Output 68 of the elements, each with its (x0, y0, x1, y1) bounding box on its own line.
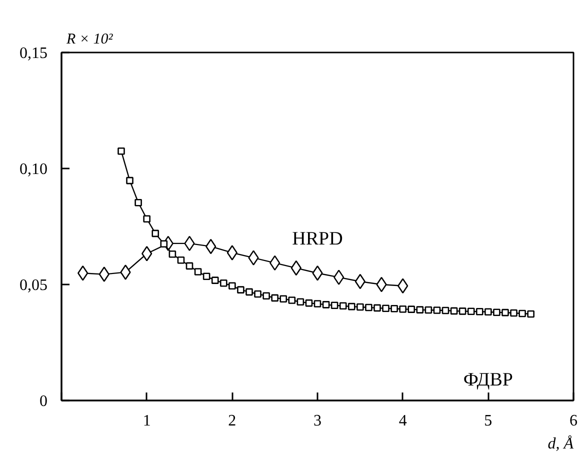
y-tick-label: 0,10 (20, 161, 48, 178)
text: ФДВР (463, 369, 513, 390)
point (126, 176, 134, 184)
point (467, 308, 475, 316)
point (399, 305, 406, 313)
point (305, 299, 313, 307)
point (484, 308, 492, 316)
point (510, 309, 518, 317)
point (237, 286, 244, 294)
point (458, 308, 466, 315)
point (220, 279, 228, 287)
y-tick-label: 0,15 (20, 45, 48, 62)
point (211, 276, 219, 284)
point (502, 308, 509, 316)
point (262, 292, 270, 300)
point (314, 300, 322, 308)
point (433, 306, 441, 314)
point (120, 264, 131, 280)
point (168, 250, 176, 258)
point (476, 308, 484, 316)
x-axis-title: d, Å (548, 434, 574, 452)
point (143, 215, 150, 222)
point (424, 306, 432, 314)
series-label: HRPD (292, 228, 343, 250)
x-tick-label: 5 (484, 412, 492, 430)
point (152, 230, 160, 238)
point (246, 288, 253, 296)
x-tick-label: 2 (228, 412, 236, 430)
point (296, 298, 304, 306)
x-tick-label: 4 (398, 412, 407, 430)
x-tick-label: 3 (314, 412, 322, 430)
point (228, 282, 236, 290)
point (334, 270, 344, 285)
point (160, 240, 168, 248)
point (98, 266, 110, 282)
y-tick-label: 0,05 (20, 277, 48, 294)
point (527, 310, 534, 318)
point (416, 306, 424, 314)
y-tick-label: 0 (40, 393, 48, 410)
point (365, 304, 372, 312)
point (450, 307, 458, 315)
point (177, 256, 185, 264)
point (442, 306, 450, 314)
point (194, 268, 202, 276)
point (330, 302, 338, 310)
point (202, 272, 210, 280)
point (271, 294, 278, 302)
x-tick-label: 6 (570, 412, 578, 430)
point (248, 250, 259, 266)
point (348, 302, 356, 310)
point (226, 245, 238, 260)
point (254, 290, 262, 298)
point (382, 304, 390, 312)
point (374, 304, 381, 312)
point (518, 310, 526, 318)
point (186, 262, 194, 270)
point (134, 198, 142, 206)
x-tick-label: 1 (142, 412, 151, 430)
point (408, 306, 416, 313)
point (118, 147, 125, 155)
point (339, 302, 347, 310)
point (280, 295, 288, 303)
point (322, 301, 330, 308)
y-axis-title: R × 10² (66, 32, 114, 48)
point (356, 303, 364, 311)
point (493, 308, 500, 316)
point (288, 296, 296, 304)
point (390, 304, 398, 312)
